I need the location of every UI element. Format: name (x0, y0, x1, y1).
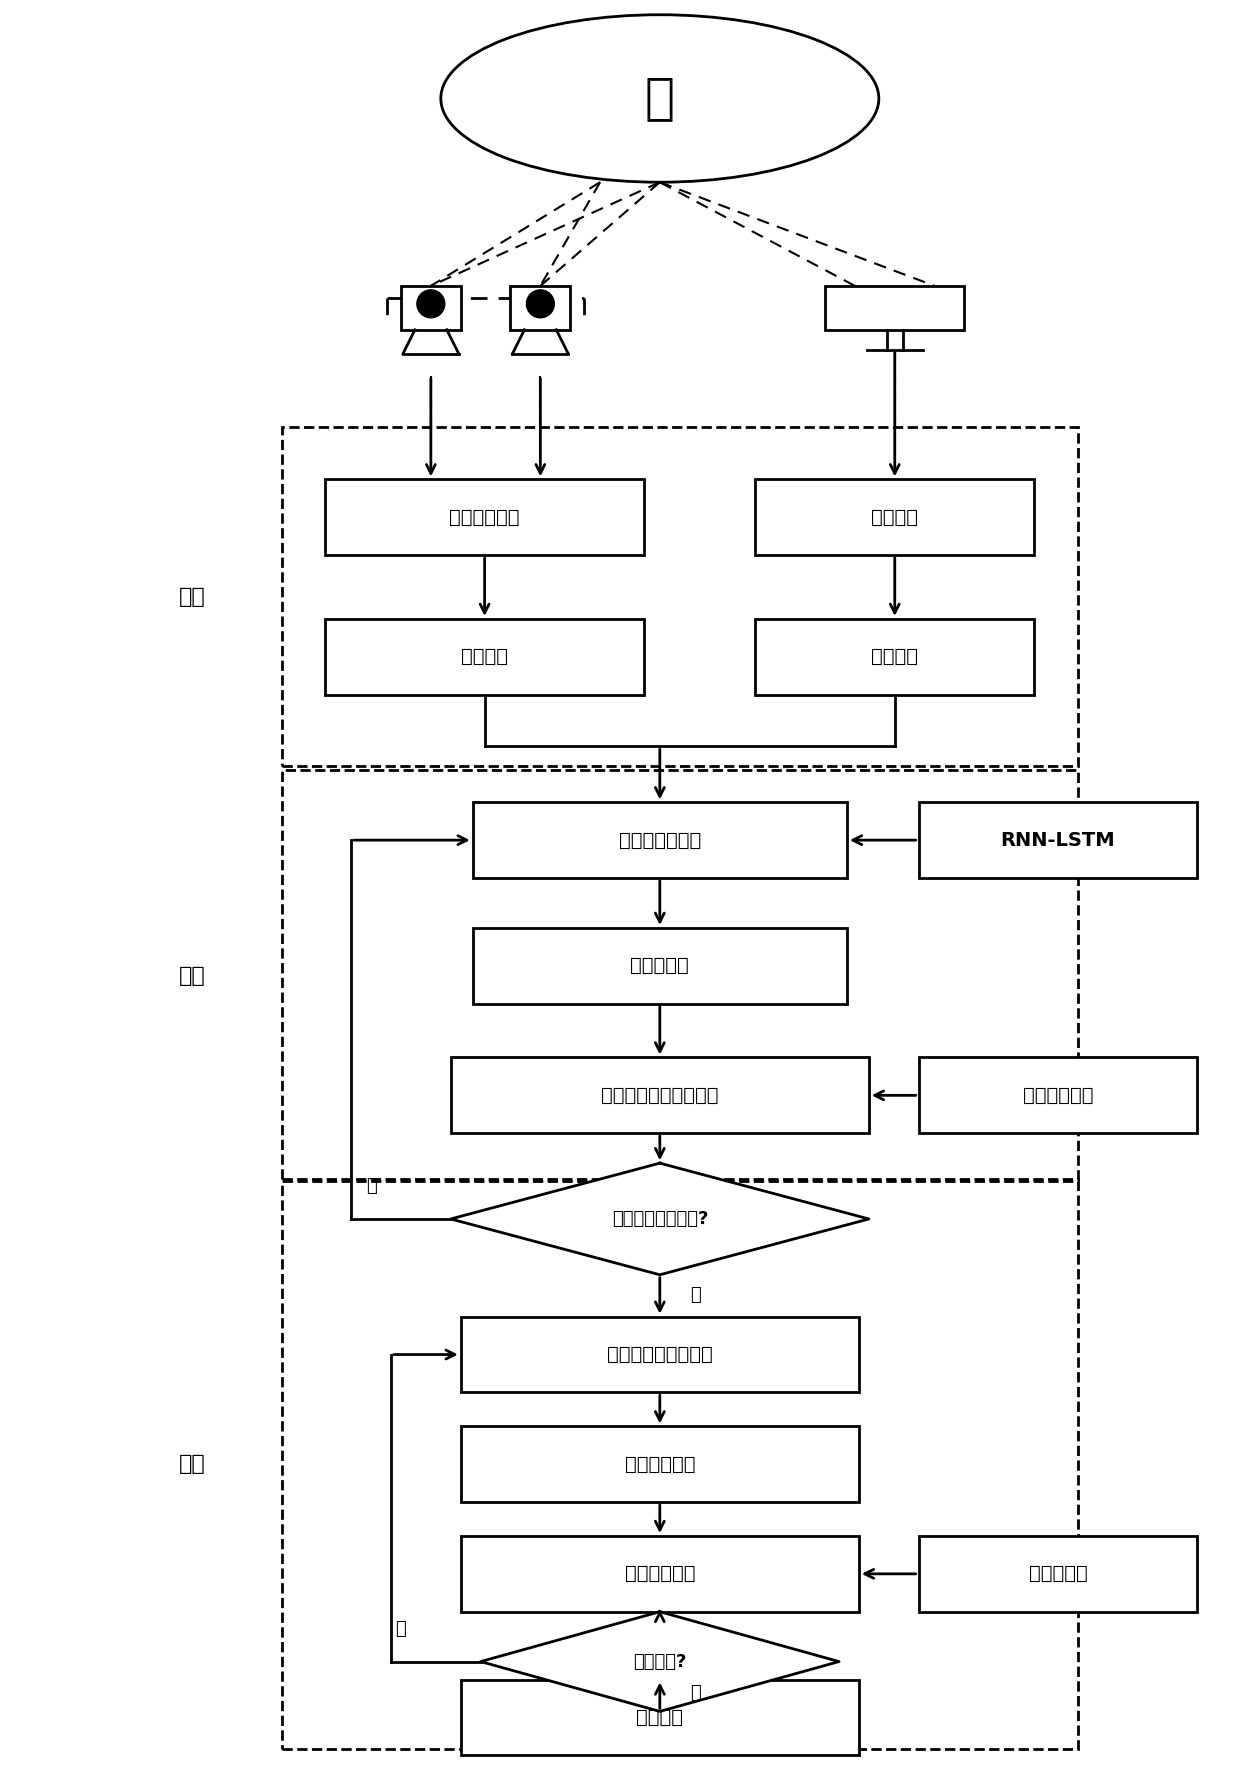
Text: 定位: 定位 (179, 966, 206, 986)
Text: 触觉感知信息: 触觉感知信息 (625, 1565, 696, 1584)
FancyBboxPatch shape (461, 1316, 859, 1392)
FancyBboxPatch shape (755, 618, 1034, 694)
FancyBboxPatch shape (401, 286, 461, 330)
FancyBboxPatch shape (325, 480, 644, 556)
Text: 是: 是 (689, 1684, 701, 1703)
FancyBboxPatch shape (461, 1680, 859, 1755)
Circle shape (417, 289, 445, 318)
FancyBboxPatch shape (825, 286, 965, 330)
Text: 时空关系推理: 时空关系推理 (1023, 1085, 1094, 1105)
Text: 触觉传感器: 触觉传感器 (1029, 1565, 1087, 1584)
Text: 抓取完毕: 抓取完毕 (636, 1709, 683, 1726)
Text: 调整机械手抓取姿态: 调整机械手抓取姿态 (606, 1344, 713, 1364)
Polygon shape (481, 1613, 839, 1712)
FancyBboxPatch shape (755, 480, 1034, 556)
FancyBboxPatch shape (511, 286, 570, 330)
Circle shape (527, 289, 554, 318)
Text: 抓取成功?: 抓取成功? (634, 1653, 687, 1671)
Text: 光学图像: 光学图像 (461, 646, 508, 666)
Text: 双目视觉系统: 双目视觉系统 (449, 508, 520, 527)
Text: 否: 否 (396, 1620, 407, 1637)
FancyBboxPatch shape (919, 1536, 1198, 1613)
Text: 物体进入抓取范围?: 物体进入抓取范围? (611, 1209, 708, 1227)
Text: 多模态信息融合: 多模态信息融合 (619, 831, 701, 849)
FancyBboxPatch shape (472, 803, 847, 877)
FancyBboxPatch shape (472, 927, 847, 1003)
Text: 待抓取物体姿态等预测: 待抓取物体姿态等预测 (601, 1085, 718, 1105)
Text: 感知: 感知 (179, 586, 206, 607)
Text: 🔧: 🔧 (645, 75, 675, 123)
FancyBboxPatch shape (451, 1057, 869, 1133)
FancyBboxPatch shape (325, 618, 644, 694)
Text: 否: 否 (366, 1177, 377, 1195)
Text: 雷达图像: 雷达图像 (872, 646, 919, 666)
Text: 是: 是 (689, 1286, 701, 1304)
Text: 执行抓取操作: 执行抓取操作 (625, 1455, 696, 1474)
FancyBboxPatch shape (919, 803, 1198, 877)
Polygon shape (451, 1163, 869, 1275)
Text: 融合后信息: 融合后信息 (630, 955, 689, 975)
Text: RNN-LSTM: RNN-LSTM (1001, 831, 1115, 849)
Text: 激光雷达: 激光雷达 (872, 508, 919, 527)
Ellipse shape (440, 14, 879, 183)
FancyBboxPatch shape (919, 1057, 1198, 1133)
Text: 抓取: 抓取 (179, 1455, 206, 1474)
FancyBboxPatch shape (461, 1536, 859, 1613)
FancyBboxPatch shape (461, 1426, 859, 1502)
